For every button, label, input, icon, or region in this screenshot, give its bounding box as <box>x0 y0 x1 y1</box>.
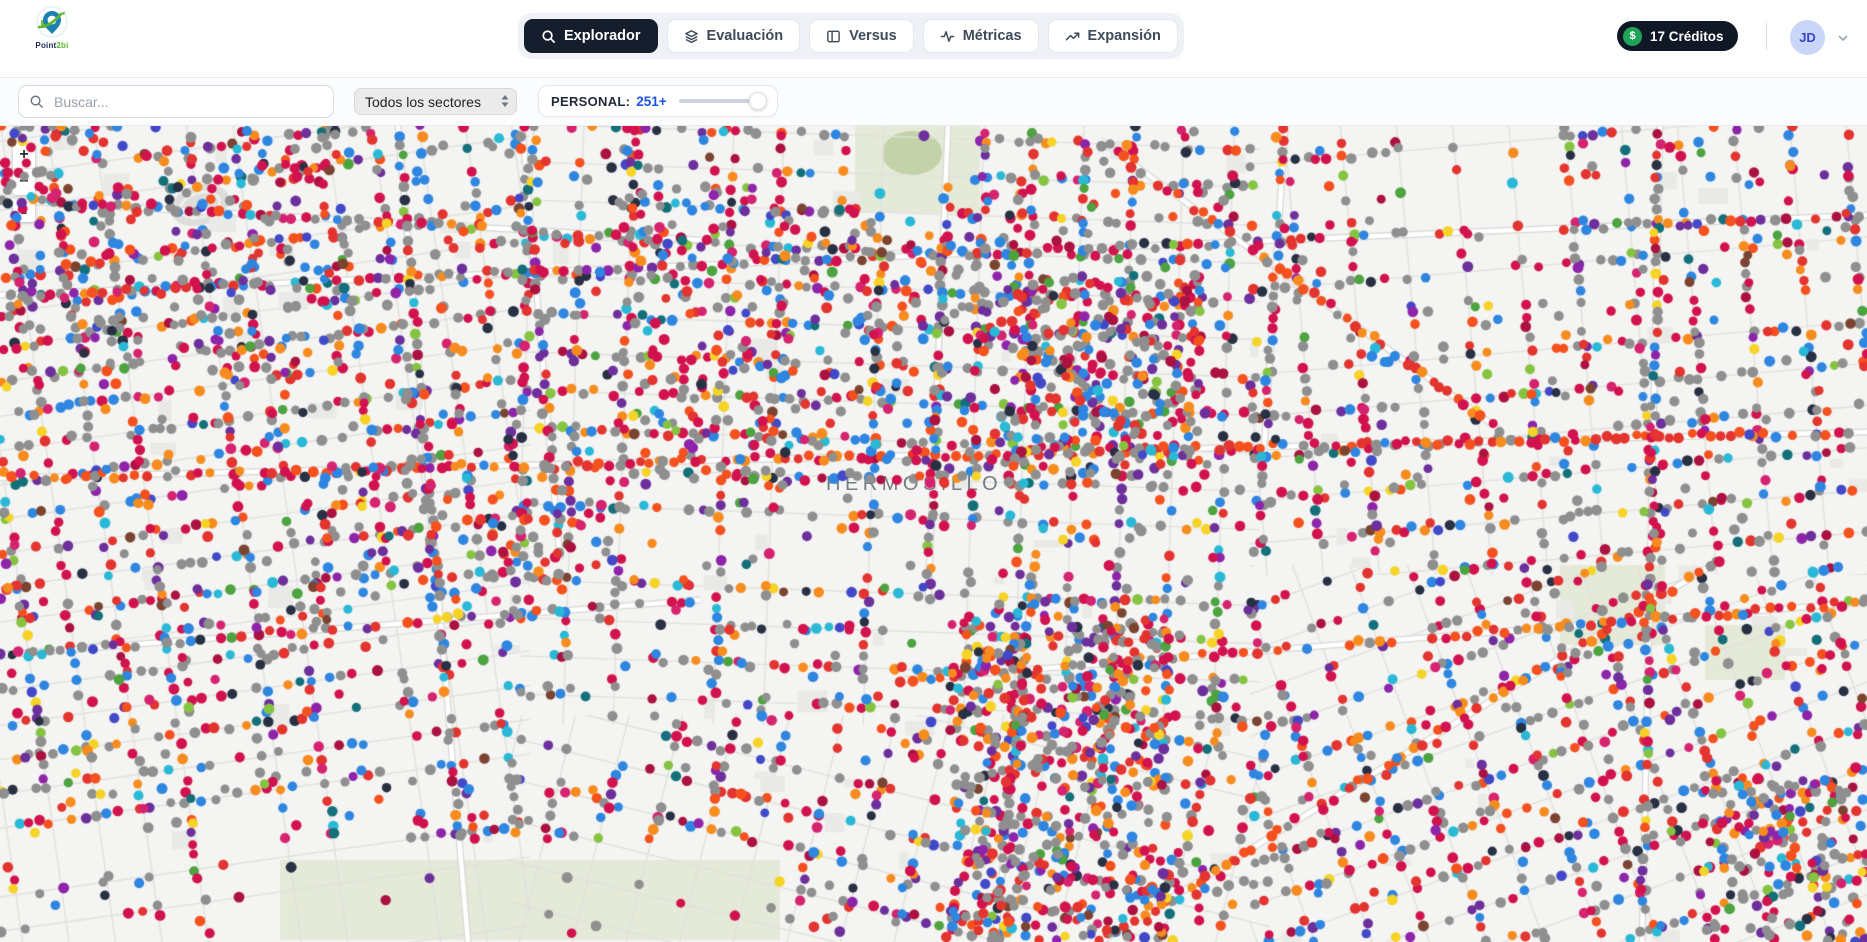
trending-up-icon <box>1065 31 1079 41</box>
main-nav: Explorador Evaluación Versus <box>518 13 1184 59</box>
personal-filter: PERSONAL: 251+ <box>538 85 778 117</box>
credits-coin-icon: $ <box>1623 26 1642 46</box>
logo-icon <box>36 6 68 38</box>
personal-slider[interactable] <box>678 92 767 110</box>
compass-button[interactable]: ▲ <box>13 200 35 222</box>
tab-label: Explorador <box>564 28 641 44</box>
tab-evaluacion[interactable]: Evaluación <box>666 19 801 53</box>
columns-icon <box>827 30 840 42</box>
city-label: HERMOSILLO <box>826 473 1003 495</box>
tab-label: Métricas <box>962 28 1022 44</box>
header: Point2bi Explorador Evaluación <box>0 0 1867 78</box>
logo-wordmark: Point2bi <box>35 41 69 50</box>
tab-label: Versus <box>849 28 897 44</box>
activity-icon <box>940 30 955 42</box>
search-box[interactable] <box>18 85 334 118</box>
tab-versus[interactable]: Versus <box>809 19 914 53</box>
tab-expansion[interactable]: Expansión <box>1047 19 1178 53</box>
credits-text: 17 Créditos <box>1650 28 1724 44</box>
app-logo[interactable]: Point2bi <box>20 5 84 50</box>
search-icon <box>30 95 43 108</box>
search-input[interactable] <box>52 92 323 111</box>
sector-select[interactable]: Todos los sectores <box>354 88 517 115</box>
zoom-control: + − <box>13 142 35 195</box>
map-viewport[interactable]: HERMOSILLO + − ▲ <box>0 125 1867 942</box>
map-controls: + − ▲ <box>13 142 35 222</box>
tab-label: Evaluación <box>706 28 784 44</box>
credits-badge[interactable]: $ 17 Créditos <box>1617 21 1738 51</box>
layers-icon <box>684 29 698 43</box>
tab-explorador[interactable]: Explorador <box>524 19 658 53</box>
header-divider <box>1766 23 1767 50</box>
slider-track[interactable] <box>678 99 765 103</box>
slider-thumb[interactable] <box>749 92 767 110</box>
sector-select-wrap: Todos los sectores <box>354 88 517 115</box>
chevron-down-icon[interactable] <box>1836 31 1850 45</box>
search-icon <box>542 29 555 43</box>
tab-label: Expansión <box>1087 28 1161 44</box>
filters-toolbar: Todos los sectores PERSONAL: 251+ <box>0 77 1867 126</box>
personal-filter-label: PERSONAL: <box>551 93 631 109</box>
zoom-in-button[interactable]: + <box>13 142 35 168</box>
zoom-out-button[interactable]: − <box>13 168 35 195</box>
basemap-canvas[interactable] <box>0 125 1867 942</box>
avatar[interactable]: JD <box>1790 20 1825 55</box>
tab-metricas[interactable]: Métricas <box>922 19 1039 53</box>
personal-filter-value: 251+ <box>636 93 667 109</box>
